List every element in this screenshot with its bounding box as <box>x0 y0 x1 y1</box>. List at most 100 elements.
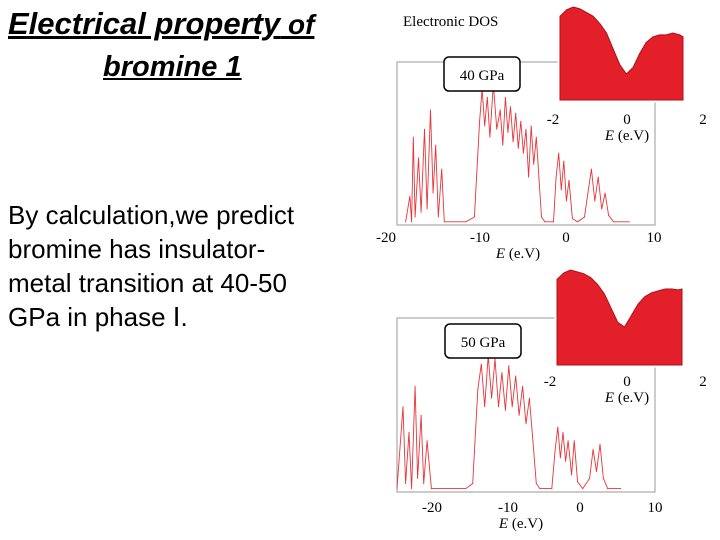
x-tick-label: 10 <box>648 500 663 516</box>
dos-point <box>577 481 579 483</box>
axis-label-symbol: E <box>495 246 505 262</box>
pressure-badge <box>444 323 522 359</box>
dos-point <box>544 221 546 223</box>
dos-curve <box>396 355 621 490</box>
dos-point <box>571 218 573 220</box>
slide-title-main: Electrical property <box>8 6 281 41</box>
dos-point <box>594 200 596 202</box>
dos-point <box>435 144 437 146</box>
dos-point <box>499 109 501 111</box>
dos-point <box>525 128 527 130</box>
dos-point <box>532 440 534 442</box>
dos-point <box>479 120 481 122</box>
x-tick-label: -10 <box>498 500 518 516</box>
dos-point <box>511 406 513 408</box>
inset-x-tick-label: 0 <box>623 374 631 390</box>
dos-point <box>520 120 522 122</box>
dos-point <box>420 414 422 416</box>
dos-point <box>538 176 540 178</box>
x-tick-label: -20 <box>422 500 442 516</box>
dos-point <box>565 460 567 462</box>
inset-plot: -2 0 2 E (e.V) <box>544 267 707 406</box>
dos-point <box>496 128 498 130</box>
dos-point <box>541 216 542 218</box>
dos-point <box>424 128 425 130</box>
dos-point <box>484 406 486 408</box>
inset-plot: -2 0 2 E (e.V) <box>547 4 707 144</box>
dos-point <box>414 385 416 387</box>
inset-x-tick-label: 2 <box>699 112 707 128</box>
dos-point <box>587 192 589 194</box>
dos-point <box>590 168 592 170</box>
dos-point <box>608 214 610 216</box>
x-axis-label: E (e.V) <box>498 516 543 532</box>
dos-point <box>592 448 594 450</box>
dos-point <box>480 363 482 365</box>
dos-point <box>486 96 488 98</box>
dos-point <box>405 221 407 223</box>
dos-point <box>584 216 585 218</box>
axis-label-unit: (e.V) <box>614 128 649 144</box>
dos-point <box>597 176 599 178</box>
dos-point <box>522 385 524 387</box>
dos-point <box>430 488 432 490</box>
dos-point <box>518 414 520 416</box>
dos-point <box>530 125 532 127</box>
dos-point <box>557 426 559 428</box>
dos-point <box>589 477 591 479</box>
inset-dos-area <box>559 6 684 101</box>
inset-x-tick-label: 2 <box>699 374 707 390</box>
dos-point <box>477 389 479 391</box>
inset-x-axis-label: E (e.V) <box>604 390 649 406</box>
body-line: metal transition at 40-50 <box>8 268 287 298</box>
dos-point <box>443 221 445 223</box>
dos-point <box>502 144 504 146</box>
dos-point <box>517 147 519 149</box>
dos-point <box>423 483 425 484</box>
inset-x-tick-label: -2 <box>544 374 557 390</box>
axis-label-unit: (e.V) <box>614 390 649 406</box>
dos-point <box>409 195 411 197</box>
dos-point <box>628 221 630 223</box>
dos-point <box>501 372 503 374</box>
x-tick-label: 0 <box>576 500 584 516</box>
dos-point <box>489 136 491 138</box>
body-line: GPa in phase Ⅰ. <box>8 302 188 332</box>
dos-point <box>417 477 419 479</box>
dos-point <box>465 488 467 490</box>
dos-chart-40gpa: -20 -10 0 10E (e.V)-2 0 2E (e.V)40 GPa <box>376 4 707 262</box>
x-axis-label: E (e.V) <box>495 246 540 262</box>
slide-title-line2: bromine 1 <box>103 51 242 83</box>
dos-point <box>533 163 535 165</box>
axis-label-symbol: E <box>604 390 614 406</box>
dos-point <box>402 406 404 408</box>
dos-point <box>515 375 517 377</box>
dos-point <box>535 483 537 484</box>
dos-point <box>414 216 416 218</box>
dos-point <box>411 488 413 490</box>
dos-point <box>560 189 562 191</box>
dos-point <box>426 440 428 442</box>
dos-point <box>408 431 410 433</box>
figure-label: Electronic DOS <box>403 14 498 30</box>
dos-point <box>555 176 557 178</box>
dos-point <box>420 211 422 213</box>
axis-label-unit: (e.V) <box>505 246 540 262</box>
dos-point <box>441 168 443 170</box>
dos-point <box>528 176 530 178</box>
dos-point <box>553 221 554 223</box>
dos-point <box>473 216 475 218</box>
dos-point <box>512 141 514 143</box>
dos-point <box>510 106 511 108</box>
dos-point <box>563 160 565 162</box>
pressure-label: 40 GPa <box>460 68 505 84</box>
dos-point <box>620 488 622 490</box>
dos-point <box>472 483 474 484</box>
axis-label-unit: (e.V) <box>508 516 543 532</box>
dos-point <box>412 136 414 138</box>
dos-point <box>465 221 467 223</box>
dos-point <box>567 440 569 442</box>
dos-point <box>498 406 499 408</box>
dos-point <box>568 179 570 181</box>
